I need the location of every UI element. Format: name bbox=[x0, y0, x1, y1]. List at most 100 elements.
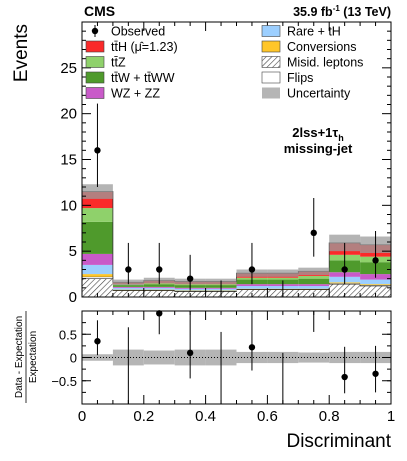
stack-bar-conv-0 bbox=[82, 274, 113, 277]
lumi-exponent: -1 bbox=[333, 4, 341, 13]
observed-point-8 bbox=[341, 266, 348, 273]
uncertainty-bin-6 bbox=[267, 269, 299, 277]
stack-bar-ttw-1 bbox=[112, 285, 144, 287]
legend-label: tt̄H (μ̂=1.23) bbox=[111, 40, 178, 54]
stack-bar-conv-9 bbox=[360, 284, 391, 286]
observed-point-0 bbox=[94, 147, 101, 154]
x-tick-label: 0.4 bbox=[195, 408, 216, 425]
stack-bar-flips-9 bbox=[359, 284, 392, 287]
x-tick-label: 1 bbox=[387, 408, 395, 425]
legend-label: Misid. leptons bbox=[287, 56, 363, 70]
uncertainty-bin-7 bbox=[298, 267, 330, 275]
legend-swatch bbox=[261, 40, 281, 53]
x-axis-title: Discriminant bbox=[286, 431, 391, 452]
channel-main: 2lss+1τ bbox=[292, 125, 338, 140]
stack-bar-ttz-0 bbox=[82, 208, 113, 222]
top-y-axis-title: Events bbox=[11, 24, 32, 82]
observed-point-3 bbox=[186, 275, 194, 282]
ratio-point-5 bbox=[248, 344, 256, 351]
legend-label: Rare + tH bbox=[287, 25, 341, 39]
top-y-ticks: 0 5 10 15 20 25 bbox=[60, 30, 391, 306]
legend-label: WZ + ZZ bbox=[111, 87, 160, 101]
legend-entry-wzzz: WZ + ZZ bbox=[85, 87, 160, 101]
ratio-points bbox=[94, 310, 379, 404]
stack-bar-wzzz-0 bbox=[82, 253, 113, 265]
top-y-tick-label: 15 bbox=[60, 152, 77, 169]
observed-point-5 bbox=[248, 266, 256, 273]
top-y-tick-label: 25 bbox=[60, 60, 77, 77]
legend-label: Conversions bbox=[287, 40, 356, 54]
legend-entry-observed: Observed bbox=[91, 25, 165, 39]
legend-entry-unc: Uncertainty bbox=[262, 87, 351, 101]
legend-entry-ttz: tt̄Z bbox=[85, 56, 126, 70]
top-y-tick-label: 0 bbox=[69, 289, 77, 306]
stack-bar-wzzz-5 bbox=[236, 284, 268, 286]
legend-swatch bbox=[261, 25, 281, 37]
channel-label: 2lss+1τh bbox=[292, 125, 343, 143]
stack-bar-wzzz-7 bbox=[298, 284, 330, 286]
bottom-y-tick-label: 0 bbox=[70, 351, 77, 366]
x-tick-label: 0.8 bbox=[319, 408, 340, 425]
observed-points bbox=[94, 103, 379, 297]
legend-swatch bbox=[85, 40, 105, 53]
legend-entry-conv: Conversions bbox=[261, 40, 356, 54]
stack-bar-fakes-0 bbox=[82, 278, 113, 297]
x-tick-label: 0 bbox=[78, 408, 86, 425]
top-y-tick-label: 20 bbox=[60, 106, 77, 123]
top-panel: 0 5 10 15 20 25 bbox=[60, 21, 392, 306]
observed-point-2 bbox=[156, 266, 163, 273]
lumi-label: 35.9 fb-1 (13 TeV) bbox=[293, 4, 391, 19]
stack-bar-rare-9 bbox=[360, 279, 391, 285]
category-label: missing-jet bbox=[284, 141, 353, 156]
top-y-tick-label: 10 bbox=[60, 197, 77, 214]
stack-bar-rare-1 bbox=[112, 287, 144, 290]
bottom-y-title-numerator: Data - Expectation bbox=[14, 316, 25, 398]
observed-point-1 bbox=[125, 266, 132, 273]
legend-swatch bbox=[261, 71, 281, 84]
ratio-point-9 bbox=[372, 370, 379, 377]
stack-bar-fakes-9 bbox=[360, 286, 391, 297]
experiment-label: CMS bbox=[84, 3, 115, 19]
stack-bar-flips-0 bbox=[81, 276, 114, 279]
legend-swatch bbox=[85, 71, 105, 84]
legend-swatch bbox=[261, 56, 281, 68]
legend-swatch bbox=[85, 87, 105, 99]
stack-bar-rare-5 bbox=[236, 286, 268, 289]
legend-entry-tth: tt̄H (μ̂=1.23) bbox=[85, 40, 178, 54]
ratio-point-8 bbox=[341, 373, 348, 381]
observed-point-7 bbox=[310, 229, 317, 237]
legend-label: Uncertainty bbox=[287, 87, 351, 101]
lumi-energy: (13 TeV) bbox=[340, 5, 391, 19]
bottom-y-tick-label: −0.5 bbox=[51, 374, 77, 389]
stack-bar-rare-7 bbox=[298, 286, 330, 289]
legend-entry-ttw: tt̄W + tt̄WW bbox=[85, 71, 175, 85]
legend-label: Observed bbox=[111, 25, 165, 39]
observed-point-9 bbox=[372, 257, 379, 264]
stack-bar-wzzz-1 bbox=[112, 286, 144, 288]
legend-entry-rare: Rare + tH bbox=[261, 25, 341, 39]
uncertainty-bin-0 bbox=[82, 184, 113, 199]
x-tick-label: 0.6 bbox=[257, 408, 278, 425]
ratio-point-3 bbox=[186, 349, 194, 357]
legend-marker-dot bbox=[91, 27, 99, 35]
ratio-uncertainty-bin-2 bbox=[143, 350, 175, 365]
legend-swatch bbox=[85, 56, 105, 68]
stack-bar-fakes-8 bbox=[329, 284, 361, 297]
bottom-y-tick-label: 0.5 bbox=[59, 327, 77, 342]
bottom-y-ticks: −0.5 0 0.5 bbox=[51, 322, 391, 393]
legend-label: tt̄W + tt̄WW bbox=[111, 71, 175, 85]
stack-bar-wzzz-2 bbox=[143, 286, 175, 288]
channel-sub: h bbox=[338, 133, 344, 143]
bottom-y-title-denominator: Expectation bbox=[28, 331, 39, 383]
legend-label: tt̄Z bbox=[111, 56, 126, 70]
stack-bar-ttz-6 bbox=[267, 277, 299, 280]
legend-entry-flips: Flips bbox=[261, 71, 313, 85]
stack-bar-ttw-7 bbox=[298, 278, 330, 285]
ratio-panel: −0.5 0 0.5 0 0.2 0.4 0.6 0.8 1 bbox=[51, 310, 395, 425]
bottom-y-axis-title: Data - Expectation Expectation bbox=[14, 311, 39, 403]
bottom-x-ticks: 0 0.2 0.4 0.6 0.8 1 bbox=[78, 311, 395, 425]
lumi-value: 35.9 fb bbox=[293, 5, 333, 19]
legend-swatch bbox=[262, 87, 280, 99]
